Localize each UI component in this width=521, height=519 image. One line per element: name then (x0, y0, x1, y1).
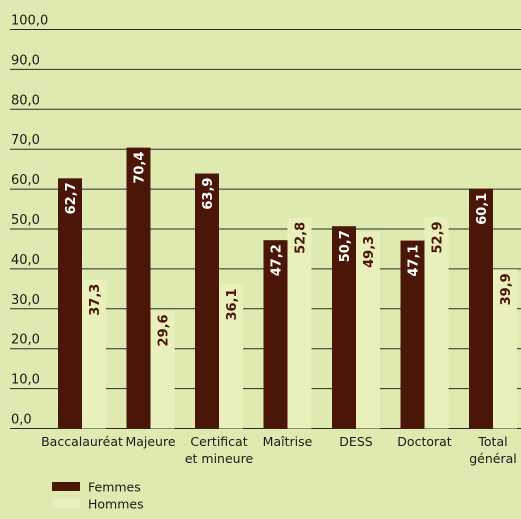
bar-femmes (400, 240, 425, 429)
bar-hommes (287, 217, 312, 429)
legend: Femmes Hommes (52, 480, 144, 512)
data-label: 37,3 (88, 284, 103, 316)
data-label: 39,9 (499, 273, 514, 305)
bar-hommes (424, 217, 449, 429)
y-axis: 0,0 10,0 20,0 30,0 40,0 50,0 60,0 70,0 80,0 90,0 1… (11, 14, 48, 428)
y-tick-label: 40,0 (11, 253, 40, 268)
data-label: 47,2 (270, 244, 285, 276)
x-tick-label: Majeure (125, 434, 175, 449)
legend-label: Femmes (88, 480, 141, 495)
data-label: 52,9 (431, 221, 446, 253)
y-tick-label: 0,0 (11, 413, 32, 428)
bar-femmes (469, 188, 493, 429)
data-label: 52,8 (294, 222, 309, 254)
legend-swatch (52, 499, 80, 508)
legend-swatch (52, 482, 80, 491)
bar-femmes (263, 240, 288, 429)
x-tick-label: Maîtrise (263, 434, 313, 449)
data-label: 70,4 (133, 152, 148, 184)
y-tick-label: 60,0 (11, 173, 40, 188)
bar-femmes (195, 173, 219, 429)
x-tick-label: Certificat et mineure (185, 434, 254, 466)
data-label: 60,1 (475, 193, 490, 225)
y-tick-label: 20,0 (11, 333, 40, 348)
data-label: 47,1 (407, 245, 422, 277)
data-label: 63,9 (201, 178, 216, 210)
bar-femmes (58, 178, 82, 429)
y-tick-label: 80,0 (11, 93, 40, 108)
x-tick-label: Baccalauréat (41, 434, 123, 449)
x-tick-label: Doctorat (397, 434, 451, 449)
y-tick-label: 100,0 (11, 14, 48, 29)
bar-hommes (150, 310, 175, 429)
data-label: 49,3 (362, 236, 377, 268)
bar-hommes (493, 269, 517, 429)
x-tick-label: Total général (469, 434, 517, 466)
legend-label: Hommes (88, 497, 144, 512)
bar-hommes (219, 284, 243, 429)
bar-hommes (356, 231, 380, 429)
bar-hommes (82, 279, 106, 429)
data-label: 50,7 (338, 230, 353, 262)
data-label: 62,7 (64, 182, 79, 214)
y-tick-label: 50,0 (11, 213, 40, 228)
bars: 62,7 37,3 70,4 29,6 63,9 36,1 47,2 52,8 50,7 49,3… (58, 147, 517, 429)
y-tick-label: 30,0 (11, 293, 40, 308)
data-label: 29,6 (157, 314, 172, 346)
y-tick-label: 90,0 (11, 53, 40, 68)
x-axis: Baccalauréat Majeure Certificat et mineure M… (41, 434, 517, 466)
bar-femmes (126, 147, 151, 429)
x-tick-label: DESS (339, 434, 372, 449)
bar-femmes (332, 226, 356, 429)
data-label: 36,1 (225, 288, 240, 320)
y-tick-label: 10,0 (11, 373, 40, 388)
y-tick-label: 70,0 (11, 133, 40, 148)
